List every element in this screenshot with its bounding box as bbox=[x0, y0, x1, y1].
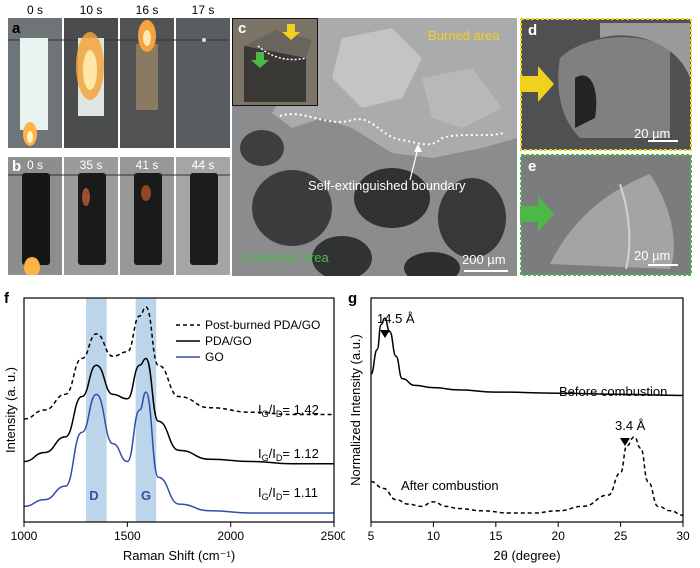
x-tick-label: 25 bbox=[614, 529, 628, 543]
panel-label-a: a bbox=[12, 20, 21, 37]
panel-label-b: b bbox=[12, 158, 22, 175]
y-axis-label: Intensity (a. u.) bbox=[3, 367, 18, 453]
time-label: 0 s bbox=[26, 158, 43, 172]
band-highlight bbox=[135, 298, 157, 522]
panel-label-c: c bbox=[238, 20, 247, 37]
plot-frame bbox=[23, 297, 335, 523]
x-tick-label: 2000 bbox=[217, 529, 244, 543]
legend-label: GO bbox=[205, 350, 224, 364]
x-tick-label: 30 bbox=[676, 529, 690, 543]
peak-marker bbox=[380, 330, 390, 338]
panel-label-d: d bbox=[528, 22, 538, 39]
ratio-label: IG/ID= 1.11 bbox=[258, 485, 318, 502]
burn-test-photos-b bbox=[8, 157, 230, 275]
x-tick-label: 1500 bbox=[114, 529, 141, 543]
x-tick-label: 1000 bbox=[11, 529, 38, 543]
time-label: 41 s bbox=[135, 158, 159, 172]
x-tick-label: 15 bbox=[489, 529, 503, 543]
sem-image-d bbox=[520, 18, 692, 151]
panel-label-f: f bbox=[4, 290, 9, 307]
series-line bbox=[23, 391, 334, 514]
scale-bar-label: 20 µm bbox=[634, 248, 671, 263]
x-tick-label: 10 bbox=[427, 529, 441, 543]
time-label: 44 s bbox=[191, 158, 215, 172]
burned-area-label: Burned area bbox=[428, 28, 500, 43]
unburned-area-label: Unburned area bbox=[242, 250, 329, 265]
band-label-g: G bbox=[141, 488, 151, 503]
legend-label: Post-burned PDA/GO bbox=[205, 318, 320, 332]
series-line bbox=[370, 436, 684, 517]
time-label: 10 s bbox=[79, 3, 103, 17]
panel-label-g: g bbox=[348, 290, 358, 307]
panel-e: e 20 µm bbox=[520, 154, 692, 276]
x-axis-label: 2θ (degree) bbox=[493, 548, 560, 563]
series-line bbox=[23, 306, 334, 420]
ratio-label: IG/ID= 1.12 bbox=[258, 446, 319, 463]
time-label: 17 s bbox=[191, 3, 215, 17]
sem-image-e bbox=[520, 154, 692, 276]
scale-bar-label: 200 µm bbox=[462, 252, 506, 267]
peak-marker bbox=[620, 438, 630, 446]
x-tick-label: 20 bbox=[552, 529, 566, 543]
burn-test-photos-a bbox=[8, 18, 230, 148]
band-label-d: D bbox=[89, 488, 98, 503]
panel-d: d 20 µm bbox=[520, 18, 692, 151]
y-axis-label: Normalized Intensity (a.u.) bbox=[348, 334, 363, 486]
curve-label: Before combustion bbox=[559, 384, 667, 399]
panel-c: c Burned area Self-extinguished boundary… bbox=[232, 18, 517, 276]
scale-bar-label: 20 µm bbox=[634, 126, 671, 141]
ratio-label: IG/ID= 1.42 bbox=[258, 402, 319, 419]
peak-label: 3.4 Å bbox=[615, 418, 646, 433]
x-tick-label: 2500 bbox=[321, 529, 345, 543]
peak-label: 14.5 Å bbox=[377, 311, 415, 326]
x-tick-label: 5 bbox=[368, 529, 375, 543]
time-label: 16 s bbox=[135, 3, 159, 17]
x-axis-label: Raman Shift (cm⁻¹) bbox=[123, 548, 235, 563]
series-line bbox=[23, 357, 334, 465]
raman-chart: 1000 1500 2000 2500 Raman Shift (cm⁻¹) Inte… bbox=[3, 297, 345, 563]
plot-frame bbox=[370, 297, 684, 523]
sem-image-c bbox=[232, 18, 517, 276]
xrd-chart: 5 10 15 20 25 30 2θ (degree) Normalized Inten… bbox=[348, 297, 690, 563]
curve-label: After combustion bbox=[401, 478, 499, 493]
time-label: 35 s bbox=[79, 158, 103, 172]
panel-label-e: e bbox=[528, 158, 537, 175]
series-line bbox=[370, 317, 684, 397]
boundary-label: Self-extinguished boundary bbox=[308, 178, 466, 193]
legend-label: PDA/GO bbox=[205, 334, 252, 348]
time-label: 0 s bbox=[26, 3, 43, 17]
panel-b: 0 s 35 s 41 s 44 s b bbox=[0, 148, 230, 278]
panel-a: 0 s 10 s 16 s 17 s a bbox=[0, 0, 230, 150]
band-highlight bbox=[86, 298, 107, 522]
inset-photo bbox=[232, 18, 318, 106]
